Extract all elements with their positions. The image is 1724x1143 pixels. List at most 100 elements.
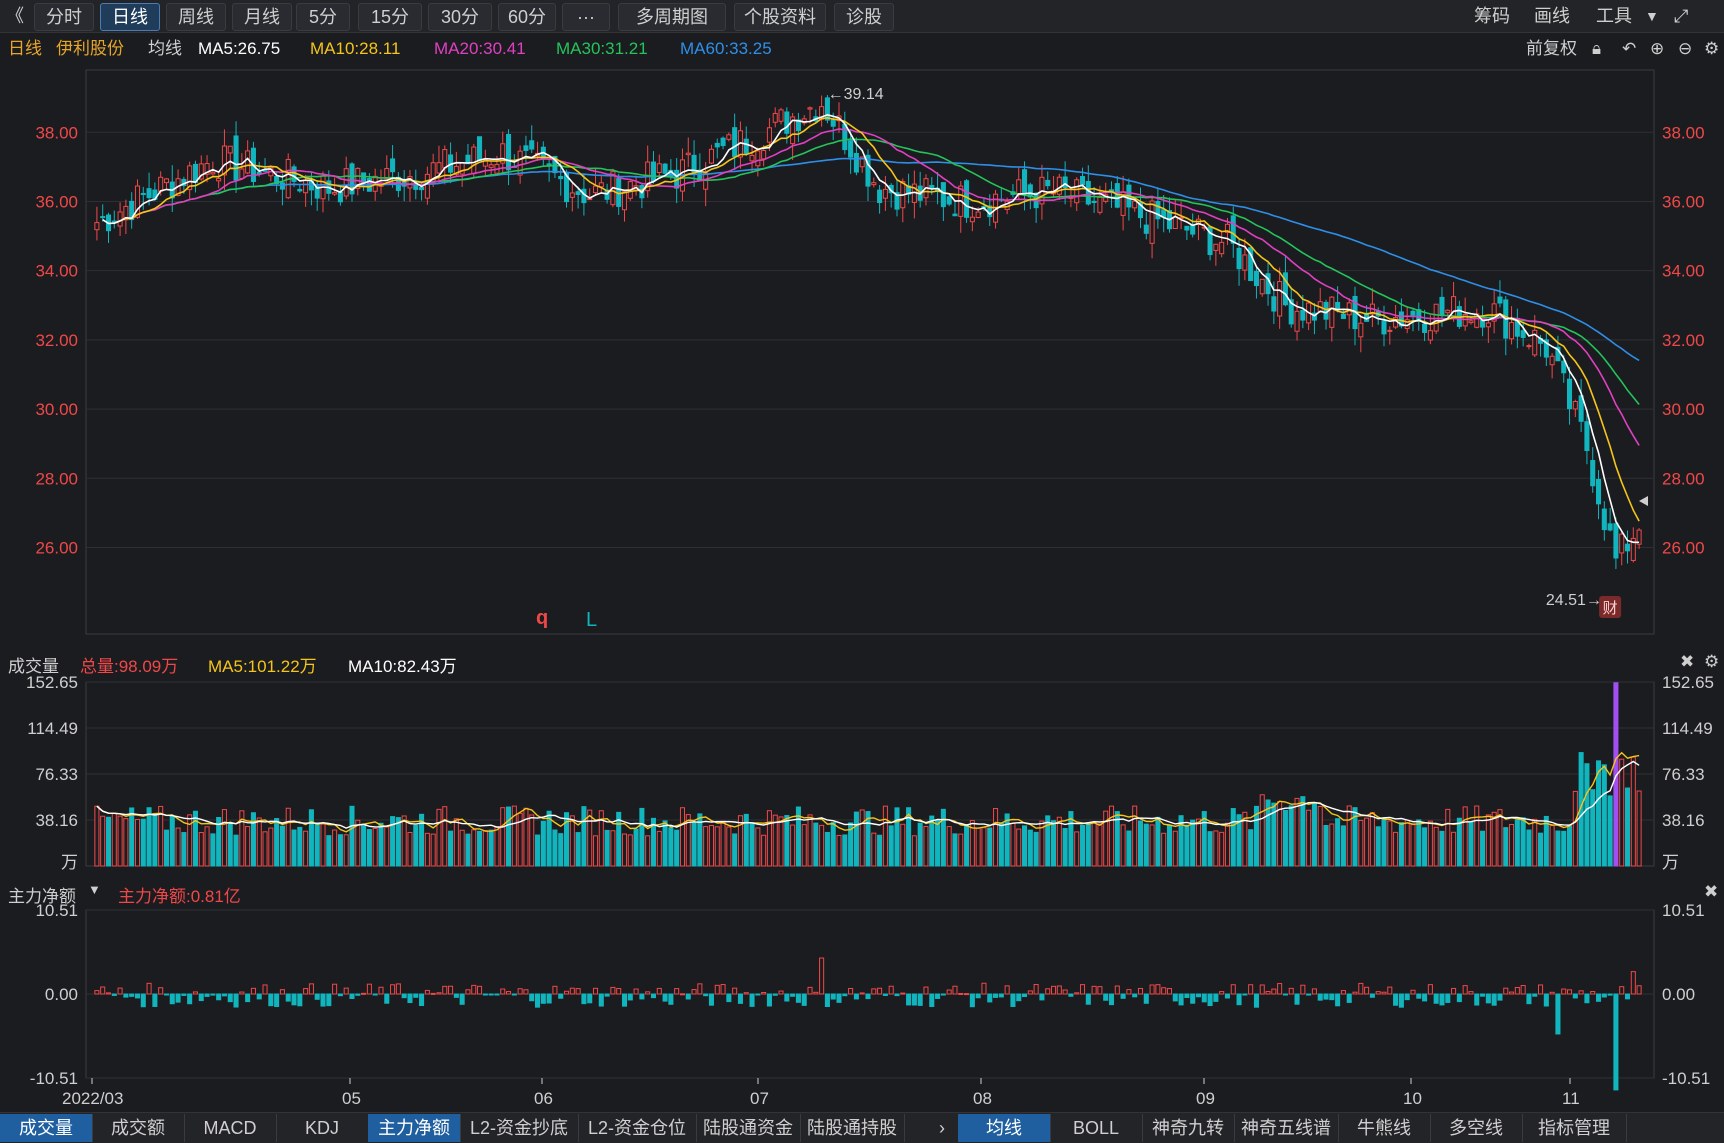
candle-body xyxy=(1584,421,1590,451)
indicator-tab[interactable]: MACD xyxy=(184,1114,277,1142)
chevron-down-icon[interactable]: ▼ xyxy=(1645,8,1659,24)
flow-bar xyxy=(366,983,372,995)
volume-bar xyxy=(424,832,430,867)
indicator-tab[interactable]: L2-资金仓位 xyxy=(578,1114,697,1142)
flow-bar xyxy=(163,993,170,996)
flow-bar xyxy=(1288,987,1294,995)
flow-bar xyxy=(1595,993,1602,1002)
tools-button[interactable]: 工具 xyxy=(1596,6,1632,26)
volume-bar xyxy=(1248,829,1254,867)
candle-body xyxy=(1422,323,1428,333)
period-tab[interactable]: 诊股 xyxy=(834,3,894,31)
gear-icon-vol[interactable]: ⚙ xyxy=(1704,652,1720,671)
candle-body xyxy=(1248,247,1254,282)
gear-icon[interactable]: ⚙ xyxy=(1704,39,1720,58)
overlay-tab[interactable]: 神奇五线谱 xyxy=(1234,1114,1339,1142)
candle-body xyxy=(1398,311,1404,327)
indicator-tab[interactable]: 主力净额 xyxy=(368,1114,461,1142)
candle-body xyxy=(940,182,946,208)
candle-body xyxy=(761,150,767,160)
volume-bar xyxy=(633,828,639,867)
candle-body xyxy=(894,192,900,210)
period-tab[interactable]: 分时 xyxy=(34,3,94,31)
period-tab[interactable]: 周线 xyxy=(166,3,226,31)
undo-icon[interactable]: ↶ xyxy=(1622,39,1637,58)
overlay-tab[interactable]: 均线 xyxy=(958,1114,1051,1142)
candle-body xyxy=(1230,215,1236,244)
indicator-tab[interactable]: 成交量 xyxy=(0,1114,93,1142)
indicator-tab[interactable]: 陆股通资金 xyxy=(696,1114,801,1142)
flow-bar xyxy=(1503,987,1509,995)
period-tab[interactable]: 多周期图 xyxy=(618,3,726,31)
flow-bar xyxy=(1439,993,1445,1006)
candle-body xyxy=(1097,195,1103,213)
overlay-tab[interactable]: 多空线 xyxy=(1430,1114,1523,1142)
close-icon[interactable]: ✖ xyxy=(1680,652,1695,671)
candle-body xyxy=(1143,224,1149,234)
flow-bar xyxy=(639,993,645,1000)
fullscreen-icon[interactable]: ⤢ xyxy=(1674,6,1689,26)
flow-bar xyxy=(616,988,622,995)
candle-body xyxy=(1543,339,1549,358)
period-tab[interactable]: 5分 xyxy=(296,3,350,31)
flow-bar xyxy=(674,988,680,995)
close-icon-flow[interactable]: ✖ xyxy=(1704,882,1719,901)
period-tab[interactable]: 月线 xyxy=(232,3,292,31)
candle-body xyxy=(134,185,141,218)
indicator-tab[interactable]: KDJ xyxy=(276,1114,369,1142)
indicator-tab[interactable]: L2-资金抄底 xyxy=(460,1114,579,1142)
zoom-out-icon[interactable]: ⊖ xyxy=(1678,39,1693,58)
flow-bar xyxy=(877,987,883,995)
volume-bar xyxy=(181,832,187,867)
candle-body xyxy=(430,162,436,184)
volume-bar xyxy=(152,813,158,867)
flow-bar xyxy=(1091,985,1097,995)
volume-bar xyxy=(221,809,227,867)
indicator-tab[interactable]: 成交额 xyxy=(92,1114,185,1142)
volume-bar xyxy=(291,829,297,867)
price-tick-label-right: 32.00 xyxy=(1662,331,1705,350)
volume-bar xyxy=(314,822,320,867)
flow-bar xyxy=(708,993,714,1006)
chevron-down-icon-flow[interactable]: ▼ xyxy=(88,882,101,897)
fq-toggle[interactable]: 前复权 xyxy=(1526,39,1577,58)
draw-line-button[interactable]: 画线 xyxy=(1534,6,1570,26)
flow-bar xyxy=(558,993,564,999)
period-tab[interactable]: 60分 xyxy=(498,3,556,31)
chevron-right-icon[interactable]: › xyxy=(939,1118,945,1138)
flow-bar xyxy=(1346,993,1352,1003)
volume-bar xyxy=(1503,827,1509,867)
price-tick-label-right: 38.00 xyxy=(1662,123,1705,142)
period-tab[interactable]: 个股资料 xyxy=(734,3,826,31)
candle-body xyxy=(1085,181,1091,205)
period-tab[interactable]: 15分 xyxy=(358,3,422,31)
overlay-tab[interactable]: BOLL xyxy=(1050,1114,1143,1142)
zoom-in-icon[interactable]: ⊕ xyxy=(1650,39,1665,58)
flow-bar xyxy=(882,993,888,996)
chips-button[interactable]: 筹码 xyxy=(1474,6,1510,26)
volume-bar xyxy=(187,814,193,867)
indicator-tab[interactable]: 陆股通持股 xyxy=(800,1114,905,1142)
kline-chart[interactable]: 38.00 38.00 36.00 36.00 34.00 34.00 32.00 32.00… xyxy=(0,0,1724,1112)
flow-bar xyxy=(993,993,999,998)
candle-body xyxy=(1595,479,1602,505)
period-tab[interactable]: 30分 xyxy=(428,3,492,31)
overlay-tab[interactable]: 指标管理 xyxy=(1522,1114,1627,1142)
flow-title[interactable]: 主力净额 xyxy=(8,887,76,906)
period-tab[interactable]: 日线 xyxy=(100,3,160,31)
back-icon[interactable]: 《 xyxy=(6,6,24,26)
overlay-tab[interactable]: 神奇九转 xyxy=(1142,1114,1235,1142)
candle-body xyxy=(1224,223,1230,233)
volume-bar xyxy=(1271,802,1277,867)
ma10-line xyxy=(114,116,1640,522)
flow-bar xyxy=(94,990,100,995)
lock-icon[interactable]: 🔒︎ xyxy=(1592,39,1602,58)
x-tick-label: 2022/03 xyxy=(62,1089,123,1108)
candle-body xyxy=(859,156,865,168)
q-marker: q xyxy=(536,607,548,629)
volume-ma10: MA10:82.43万 xyxy=(348,657,457,676)
period-tab[interactable]: ··· xyxy=(562,3,610,31)
flow-bar xyxy=(494,993,500,996)
overlay-tab[interactable]: 牛熊线 xyxy=(1338,1114,1431,1142)
volume-bar xyxy=(1108,805,1115,867)
